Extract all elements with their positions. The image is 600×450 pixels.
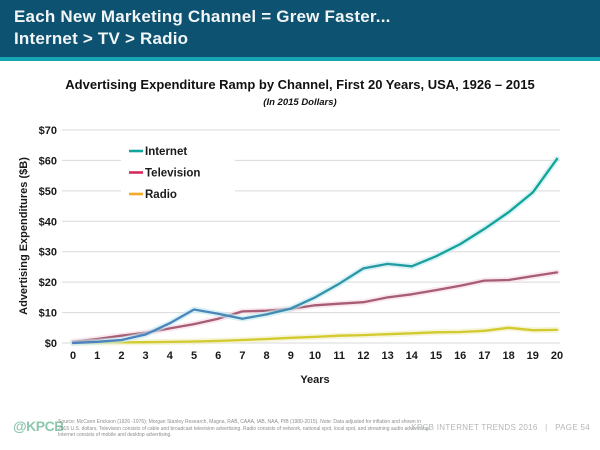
header-accent-bar [0, 57, 600, 61]
x-tick-label: 13 [381, 350, 393, 362]
series-line-radio [71, 326, 559, 344]
series-line-internet [71, 157, 559, 345]
y-tick-label: $0 [45, 338, 57, 350]
footer-note-line: Note: Data adjusted for inflation and sh… [58, 419, 431, 438]
legend-label-radio: Radio [145, 189, 177, 201]
x-tick-label: 20 [551, 350, 563, 362]
x-tick-label: 14 [406, 350, 419, 362]
x-tick-label: 10 [309, 350, 321, 362]
x-tick-label: 6 [215, 350, 221, 362]
kpcb-logo: @KPCB [13, 418, 64, 434]
x-tick-label: 8 [264, 350, 270, 362]
slide-header: Each New Marketing Channel = Grew Faster… [0, 0, 600, 57]
x-tick-label: 11 [333, 350, 345, 362]
x-tick-label: 16 [454, 350, 466, 362]
footer-deck-title: KPCB INTERNET TRENDS 2016 | PAGE 54 [411, 423, 590, 432]
x-tick-label: 7 [239, 350, 245, 362]
header-title-line2: Internet > TV > Radio [14, 29, 189, 49]
y-axis-title: Advertising Expenditures ($B) [18, 157, 30, 315]
x-tick-label: 18 [502, 350, 514, 362]
header-title-line1: Each New Marketing Channel = Grew Faster… [14, 7, 391, 26]
chart-svg: $0 $10 $20 $30 $40 $50 $60 $70 Advertising Expen… [18, 125, 563, 386]
y-tick-label: $40 [39, 216, 57, 228]
y-tick-label: $10 [39, 308, 57, 320]
x-tick-label: 12 [357, 350, 369, 362]
x-tick-label: 3 [143, 350, 149, 362]
x-tick-label: 5 [191, 350, 197, 362]
footer-source-line: Source: McCann Erickson (1926 -1976); Mo… [58, 419, 319, 425]
chart-title: Advertising Expenditure Ramp by Channel,… [65, 77, 535, 92]
footer-source-note: Source: McCann Erickson (1926 -1976); Mo… [58, 419, 432, 439]
y-tick-label: $70 [39, 125, 57, 137]
chart-subtitle: (In 2015 Dollars) [263, 97, 337, 108]
x-tick-label: 1 [94, 350, 100, 362]
legend-label-television: Television [145, 168, 200, 180]
y-tick-label: $30 [39, 247, 57, 259]
legend-label-internet: Internet [145, 146, 187, 158]
x-tick-label: 2 [118, 350, 124, 362]
x-tick-label: 19 [527, 350, 539, 362]
y-tick-label: $60 [39, 155, 57, 167]
x-tick-label: 17 [478, 350, 490, 362]
x-tick-label: 4 [167, 350, 174, 362]
x-tick-label: 15 [430, 350, 442, 362]
x-tick-label: 0 [70, 350, 76, 362]
y-tick-label: $20 [39, 277, 57, 289]
y-tick-label: $50 [39, 186, 57, 198]
line-chart: $0 $10 $20 $30 $40 $50 $60 $70 Advertising Expen… [0, 112, 600, 404]
x-tick-label: 9 [288, 350, 294, 362]
legend-background [121, 139, 235, 203]
x-axis-title: Years [300, 374, 329, 386]
